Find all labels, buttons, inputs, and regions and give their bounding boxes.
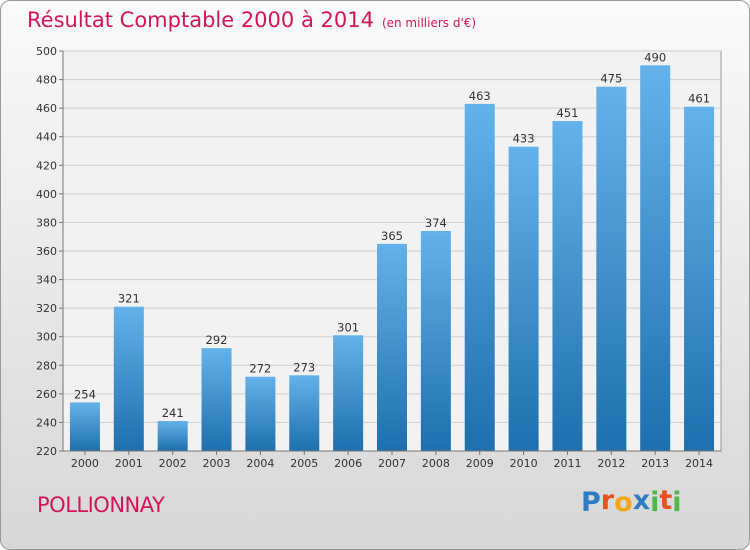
data-label: 292 — [206, 333, 228, 347]
data-label: 374 — [425, 216, 447, 230]
x-tick-label: 2006 — [334, 457, 362, 470]
data-label: 461 — [688, 92, 710, 106]
bar-2004 — [245, 376, 276, 451]
data-label: 475 — [600, 72, 622, 86]
x-tick-label: 2012 — [597, 457, 625, 470]
data-label: 451 — [556, 106, 578, 120]
x-tick-label: 2002 — [159, 457, 187, 470]
x-tick-label: 2004 — [246, 457, 274, 470]
bar-2011 — [552, 121, 583, 451]
logo-letter: r — [600, 485, 615, 516]
bar-2009 — [464, 103, 495, 451]
bar-2001 — [113, 306, 144, 451]
bar-2014 — [684, 106, 715, 451]
bar-2013 — [640, 65, 671, 452]
logo-letter: i — [650, 487, 660, 518]
x-tick-label: 2001 — [115, 457, 143, 470]
y-tick-label: 260 — [36, 388, 57, 401]
x-tick-label: 2013 — [641, 457, 669, 470]
y-tick-label: 240 — [36, 416, 57, 429]
y-tick-label: 220 — [36, 445, 57, 458]
x-tick-label: 2003 — [203, 457, 231, 470]
chart-subtitle: (en milliers d'€) — [381, 16, 477, 30]
data-label: 433 — [513, 132, 535, 146]
bar-2000 — [69, 402, 100, 451]
y-tick-label: 380 — [36, 216, 57, 229]
logo-letter: t — [659, 485, 673, 516]
data-label: 490 — [644, 50, 666, 64]
chart-title: Résultat Comptable 2000 à 2014 (en millie… — [27, 8, 476, 32]
bar-2007 — [377, 243, 407, 451]
y-tick-label: 340 — [36, 274, 57, 287]
y-tick-label: 500 — [36, 45, 57, 58]
commune-name: POLLIONNAY — [37, 493, 165, 517]
x-tick-label: 2011 — [553, 457, 581, 470]
y-tick-label: 480 — [36, 74, 57, 87]
x-tick-label: 2000 — [71, 457, 99, 470]
data-label: 241 — [162, 406, 184, 420]
title-text: Résultat Comptable 2000 à 2014 — [27, 8, 374, 32]
x-tick-label: 2005 — [290, 457, 318, 470]
bar-2003 — [201, 348, 232, 451]
logo-letter: P — [581, 487, 601, 518]
bar-2008 — [420, 231, 451, 451]
data-label: 272 — [249, 362, 271, 376]
x-tick-label: 2010 — [510, 457, 538, 470]
y-tick-label: 300 — [36, 331, 57, 344]
bar-2005 — [289, 375, 320, 451]
bar-2012 — [596, 86, 627, 451]
data-label: 365 — [381, 229, 403, 243]
data-label: 273 — [293, 360, 315, 374]
data-label: 254 — [74, 387, 96, 401]
logo-letter: i — [672, 487, 682, 518]
bar-2002 — [157, 421, 188, 451]
y-tick-label: 360 — [36, 245, 57, 258]
proxiti-logo: Proxiti — [581, 485, 682, 518]
data-label: 463 — [469, 89, 491, 103]
y-tick-label: 460 — [36, 102, 57, 115]
logo-letter: x — [632, 485, 651, 516]
x-tick-label: 2007 — [378, 457, 406, 470]
bar-2010 — [508, 146, 539, 451]
logo-letter: o — [614, 487, 633, 518]
y-tick-label: 420 — [36, 159, 57, 172]
data-label: 321 — [118, 292, 140, 306]
y-tick-label: 280 — [36, 359, 57, 372]
y-tick-label: 400 — [36, 188, 57, 201]
x-tick-label: 2009 — [466, 457, 494, 470]
data-label: 301 — [337, 320, 359, 334]
y-tick-label: 320 — [36, 302, 57, 315]
x-tick-label: 2008 — [422, 457, 450, 470]
y-tick-label: 440 — [36, 131, 57, 144]
bar-2006 — [333, 335, 364, 451]
x-tick-label: 2014 — [685, 457, 713, 470]
